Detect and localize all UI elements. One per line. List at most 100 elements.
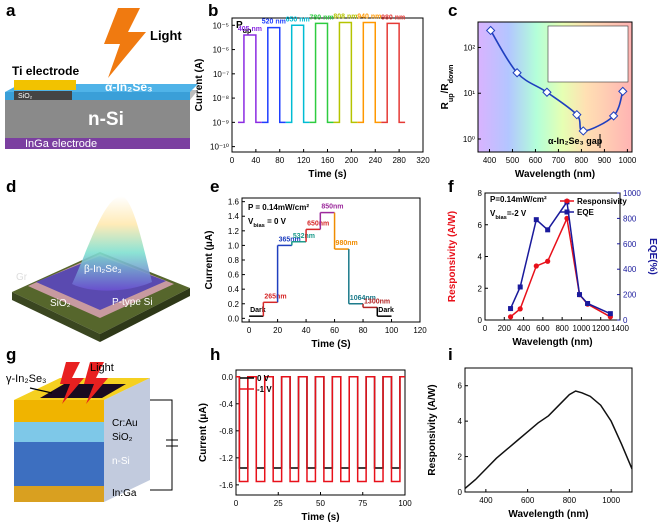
series-line (309, 22, 334, 124)
y-tick-label: 8 (478, 189, 483, 198)
x-tick-label: 800 (575, 156, 589, 165)
x-axis-label: Wavelength (nm) (508, 509, 588, 520)
y-tick-label: 0.0 (222, 373, 234, 382)
annotation-part: bias (253, 223, 265, 229)
panel-label: h (210, 345, 220, 364)
y-tick-label: 10⁻⁸ (213, 94, 230, 103)
x-tick-label: 160 (321, 156, 335, 165)
x-tick-label: 240 (369, 156, 383, 165)
y-tick-label: -0.4 (219, 400, 233, 409)
y-tick-label: 6 (458, 382, 463, 391)
x-tick-label: 500 (506, 156, 520, 165)
x-tick-label: 800 (563, 496, 577, 505)
n-si (14, 442, 104, 486)
x-axis-label: Time (s) (308, 169, 346, 180)
y-axis-label: Current (μA) (198, 403, 209, 462)
in2se3-front (5, 92, 190, 100)
light-bolt (60, 362, 84, 404)
x-axis-label: Time (s) (301, 512, 339, 523)
label: SiO₂ (50, 298, 71, 309)
label: n-Si (88, 109, 124, 130)
y-tick-label: -1.2 (219, 454, 233, 463)
y2-tick-label: 200 (623, 291, 637, 300)
x-tick-label: 1200 (592, 324, 610, 333)
series-label: 405 nm (238, 26, 262, 33)
series-label: 850nm (321, 204, 343, 211)
series-label: 980 nm (381, 14, 405, 21)
x-tick-label: 400 (483, 156, 497, 165)
x-tick-label: 600 (536, 324, 550, 333)
x-tick-label: 60 (330, 326, 339, 335)
marker (533, 263, 539, 269)
x-tick-label: 400 (479, 496, 493, 505)
y-tick-label: 0.2 (228, 300, 240, 309)
y-axis-label: Responsivity (A/W) (447, 211, 458, 302)
x-tick-label: 120 (297, 156, 311, 165)
label: β-In₂Se₃ (84, 264, 122, 275)
y2-tick-label: 800 (623, 214, 637, 223)
x-tick-label: 80 (359, 326, 368, 335)
series-line (237, 34, 262, 124)
y-tick-label: 10⁻¹⁰ (210, 143, 229, 152)
panel-label: e (210, 177, 219, 196)
x-tick-label: 600 (529, 156, 543, 165)
marker (508, 306, 514, 312)
y-axis-label-part: R (440, 101, 451, 109)
panel-label: g (6, 345, 16, 364)
ti-electrode (14, 80, 76, 90)
x-tick-label: 100 (398, 499, 412, 508)
series-line (357, 21, 382, 124)
y-tick-label: 4 (458, 417, 463, 426)
y-tick-label: -1.6 (219, 481, 233, 490)
legend-marker (564, 209, 570, 215)
marker (578, 126, 588, 136)
marker (572, 109, 582, 120)
marker (577, 292, 582, 298)
marker (607, 311, 613, 317)
panel-label: f (448, 177, 454, 196)
label: In:Ga (112, 488, 137, 499)
marker (545, 227, 551, 233)
y-tick-label: 10¹ (463, 89, 475, 98)
panel-label: b (208, 1, 218, 20)
legend-label: -1 V (257, 385, 272, 394)
y-axis-label: Current (A) (194, 59, 205, 112)
chart-title-part: P (236, 20, 243, 31)
y-tick-label: 0.6 (228, 271, 240, 280)
series-label: 532nm (293, 233, 315, 240)
y-tick-label: 10² (463, 43, 475, 52)
y-tick-label: 10⁻⁹ (212, 118, 229, 127)
x-tick-label: 100 (385, 326, 399, 335)
annotation-part: V (490, 209, 496, 218)
y-tick-label: 6 (478, 221, 483, 230)
marker (585, 300, 591, 306)
annotation-part: =-2 V (507, 209, 527, 218)
label: SiO₂ (112, 432, 133, 443)
chart-title-part: up (243, 26, 252, 35)
pointer (29, 387, 53, 394)
label: Light (90, 362, 114, 374)
x-tick-label: 80 (275, 156, 284, 165)
label: Ti electrode (12, 64, 79, 78)
y2-tick-label: 1000 (623, 189, 641, 198)
series-label: Dark (250, 307, 266, 314)
plot-frame (464, 367, 633, 493)
plot-frame (477, 21, 633, 153)
x-tick-label: 1000 (619, 156, 637, 165)
x-tick-label: 40 (251, 156, 260, 165)
y-tick-label: 1.0 (228, 241, 240, 250)
annotation: P=0.14mW/cm² (490, 195, 547, 204)
y-tick-label: 1.2 (228, 227, 240, 236)
diagram-g: γ-In₂Se₃ Light Cr:Au SiO₂ n-Si In:Ga (6, 362, 178, 502)
x-tick-label: 400 (517, 324, 531, 333)
y-tick-label: 0 (478, 316, 483, 325)
series-label: 650nm (307, 220, 329, 227)
sio2 (14, 91, 72, 100)
inga-electrode (5, 138, 190, 149)
marker (517, 284, 523, 290)
series-label: 780 nm (309, 14, 333, 21)
y-tick-label: 4 (478, 253, 483, 262)
x-tick-label: 0 (483, 324, 488, 333)
x-tick-label: 280 (392, 156, 406, 165)
